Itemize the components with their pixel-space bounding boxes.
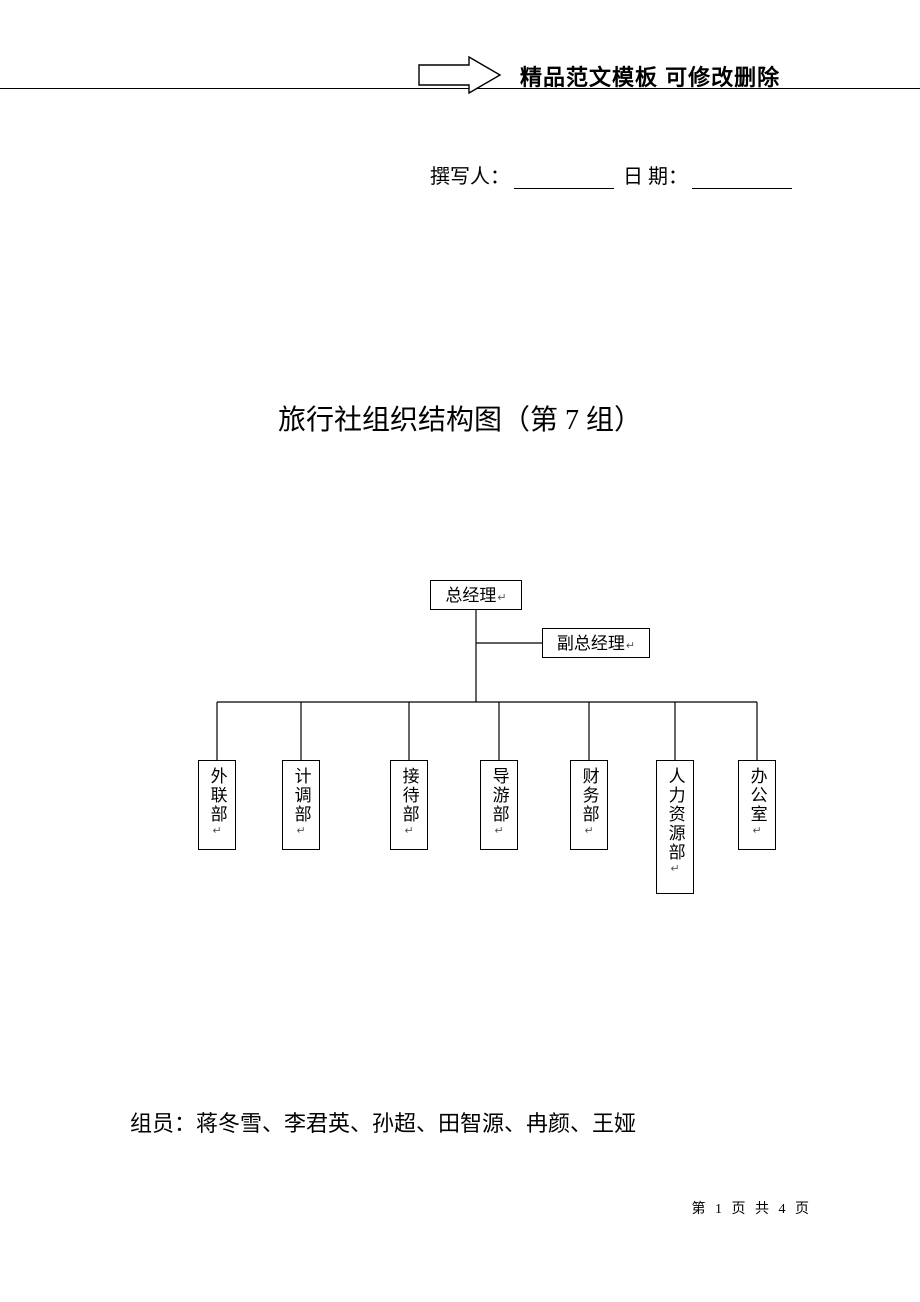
page-total: 4 bbox=[779, 1202, 789, 1217]
author-field[interactable] bbox=[514, 167, 614, 189]
node-label: 导游部↵ bbox=[488, 767, 509, 839]
header-banner-text: 精品范文模板 可修改删除 bbox=[520, 60, 780, 92]
page-footer: 第 1 页 共 4 页 bbox=[692, 1198, 813, 1218]
node-dept-daoyou: 导游部↵ bbox=[480, 760, 518, 850]
node-label: 办公室↵ bbox=[746, 767, 767, 839]
node-vice-general-manager: 副总经理↵ bbox=[542, 628, 650, 658]
members-label: 组员： bbox=[130, 1111, 196, 1136]
members-names: 蒋冬雪、李君英、孙超、田智源、冉颜、王娅 bbox=[196, 1111, 636, 1136]
org-chart: 总经理↵ 副总经理↵ 外联部↵ 计调部↵ 接待部↵ 导游部↵ 财务部↵ 人力资源… bbox=[130, 580, 810, 920]
date-field[interactable] bbox=[692, 167, 792, 189]
node-dept-hr: 人力资源部↵ bbox=[656, 760, 694, 894]
date-label: 日 期： bbox=[623, 166, 688, 188]
node-dept-caiwu: 财务部↵ bbox=[570, 760, 608, 850]
node-dept-jitiao: 计调部↵ bbox=[282, 760, 320, 850]
org-chart-lines bbox=[130, 580, 810, 920]
arrow-right-icon bbox=[417, 55, 502, 95]
page-current: 1 bbox=[715, 1202, 725, 1217]
node-dept-jiedai: 接待部↵ bbox=[390, 760, 428, 850]
page-root: 精品范文模板 可修改删除 撰写人： 日 期： 旅行社组织结构图（第 7 组） 总… bbox=[0, 0, 920, 1302]
node-dept-wailian: 外联部↵ bbox=[198, 760, 236, 850]
node-label: 总经理↵ bbox=[445, 585, 506, 606]
node-label: 人力资源部↵ bbox=[664, 767, 685, 877]
page-title: 旅行社组织结构图（第 7 组） bbox=[0, 398, 920, 438]
members-line: 组员：蒋冬雪、李君英、孙超、田智源、冉颜、王娅 bbox=[130, 1106, 636, 1138]
node-label: 外联部↵ bbox=[206, 767, 227, 839]
node-label: 接待部↵ bbox=[398, 767, 419, 839]
node-label: 计调部↵ bbox=[290, 767, 311, 839]
author-label: 撰写人： bbox=[430, 166, 510, 188]
node-label: 副总经理↵ bbox=[557, 633, 635, 654]
node-dept-office: 办公室↵ bbox=[738, 760, 776, 850]
meta-line: 撰写人： 日 期： bbox=[430, 160, 796, 189]
node-general-manager: 总经理↵ bbox=[430, 580, 522, 610]
node-label: 财务部↵ bbox=[578, 767, 599, 839]
